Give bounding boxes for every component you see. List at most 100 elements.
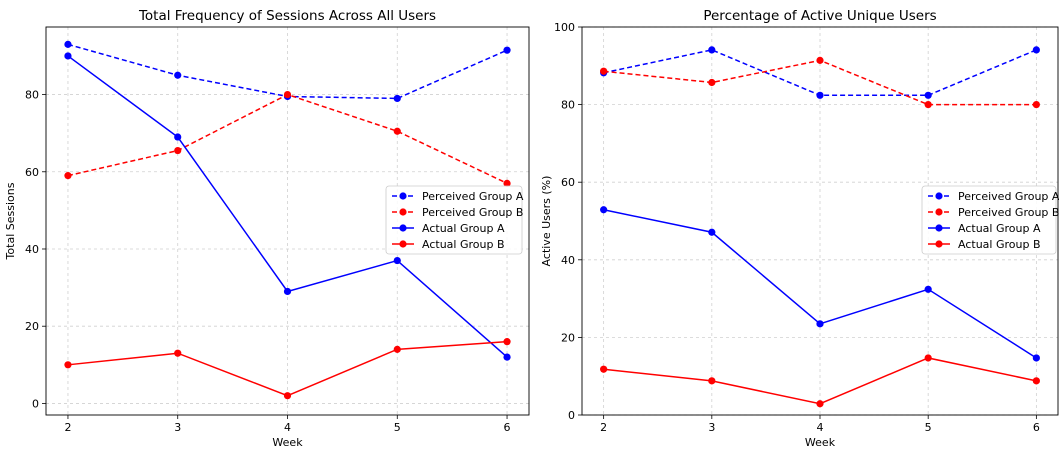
series-perceived-group-b xyxy=(64,90,511,187)
x-tick-label: 5 xyxy=(925,421,932,434)
x-tick-label: 2 xyxy=(600,421,607,434)
legend-marker xyxy=(399,208,407,216)
x-axis-label: Week xyxy=(805,436,836,449)
y-axis-label: Total Sessions xyxy=(4,182,17,260)
x-tick-label: 5 xyxy=(394,421,401,434)
series-actual-group-b xyxy=(64,338,511,400)
legend-marker xyxy=(935,224,943,232)
y-tick-label: 0 xyxy=(32,397,39,410)
data-point xyxy=(174,349,182,357)
legend-item: Perceived Group B xyxy=(928,206,1059,219)
data-point xyxy=(393,94,401,103)
legend: Perceived Group A Perceived Group B Actual… xyxy=(921,185,1059,255)
legend-marker xyxy=(399,192,407,200)
y-tick-label: 20 xyxy=(561,331,575,344)
x-tick-label: 4 xyxy=(284,421,291,434)
legend-label: Actual Group B xyxy=(958,238,1041,251)
chart-title: Percentage of Active Unique Users xyxy=(703,8,936,24)
data-point xyxy=(816,320,824,328)
data-point xyxy=(600,365,608,373)
series-actual-group-a xyxy=(600,206,1040,362)
data-point xyxy=(393,127,401,135)
data-point xyxy=(816,56,824,64)
data-point xyxy=(64,361,72,369)
data-point xyxy=(1032,377,1040,385)
data-point xyxy=(924,101,932,109)
legend-label: Actual Group A xyxy=(422,222,505,235)
data-point xyxy=(816,91,824,99)
data-point xyxy=(924,91,932,99)
y-tick-label: 40 xyxy=(561,254,575,267)
y-tick-label: 60 xyxy=(25,166,39,179)
data-point xyxy=(283,392,292,400)
series-actual-group-b xyxy=(600,354,1040,408)
y-tick-label: 60 xyxy=(561,176,575,189)
legend-box xyxy=(385,185,523,255)
data-point xyxy=(64,172,72,180)
legend-label: Perceived Group A xyxy=(958,190,1059,203)
legend-marker xyxy=(399,240,407,248)
data-point xyxy=(174,133,182,141)
y-tick-label: 80 xyxy=(25,89,39,102)
data-point xyxy=(174,71,182,79)
legend-marker xyxy=(935,240,943,248)
legend-label: Actual Group A xyxy=(958,222,1041,235)
legend-item: Actual Group B xyxy=(392,238,505,251)
data-point xyxy=(393,345,401,353)
data-point xyxy=(174,146,182,155)
data-point xyxy=(1032,46,1040,54)
x-tick-label: 6 xyxy=(504,421,511,434)
x-axis-label: Week xyxy=(272,436,303,449)
chart-title: Total Frequency of Sessions Across All U… xyxy=(138,8,436,24)
legend-item: Perceived Group A xyxy=(392,190,524,203)
data-point xyxy=(283,90,292,99)
data-point xyxy=(393,256,401,265)
data-point xyxy=(924,285,932,293)
legend-label: Perceived Group B xyxy=(958,206,1059,219)
y-tick-label: 0 xyxy=(568,409,575,422)
data-point xyxy=(600,67,608,75)
y-tick-label: 20 xyxy=(25,320,39,333)
series-actual-group-a xyxy=(64,52,511,361)
legend-marker xyxy=(399,224,407,232)
data-point xyxy=(708,46,716,54)
data-point xyxy=(503,179,511,187)
y-axis-label: Active Users (%) xyxy=(540,176,553,267)
legend-label: Perceived Group A xyxy=(422,190,524,203)
legend-item: Perceived Group B xyxy=(392,206,523,219)
data-point xyxy=(503,46,511,54)
data-point xyxy=(708,377,716,385)
data-point xyxy=(708,228,716,236)
legend-marker xyxy=(935,192,943,200)
legend-label: Perceived Group B xyxy=(422,206,523,219)
series-perceived-group-b xyxy=(600,56,1040,109)
data-point xyxy=(1032,101,1040,109)
y-tick-label: 80 xyxy=(561,99,575,112)
y-tick-label: 40 xyxy=(25,243,39,256)
data-point xyxy=(924,354,932,362)
legend-item: Actual Group B xyxy=(928,238,1041,251)
legend-box xyxy=(921,185,1057,255)
data-point xyxy=(708,78,716,87)
data-point xyxy=(64,40,72,48)
data-point xyxy=(600,206,608,214)
x-tick-label: 3 xyxy=(708,421,715,434)
data-point xyxy=(1032,354,1040,362)
x-tick-label: 3 xyxy=(174,421,181,434)
legend-item: Perceived Group A xyxy=(928,190,1059,203)
x-tick-label: 6 xyxy=(1033,421,1040,434)
data-point xyxy=(816,400,824,408)
data-point xyxy=(503,353,511,361)
series-perceived-group-a xyxy=(600,46,1040,99)
legend-marker xyxy=(935,208,943,216)
legend-item: Actual Group A xyxy=(928,222,1041,235)
legend: Perceived Group A Perceived Group B Actual… xyxy=(385,185,524,255)
x-tick-label: 4 xyxy=(817,421,824,434)
legend-label: Actual Group B xyxy=(422,238,505,251)
y-tick-label: 100 xyxy=(554,21,575,34)
data-point xyxy=(64,52,72,60)
